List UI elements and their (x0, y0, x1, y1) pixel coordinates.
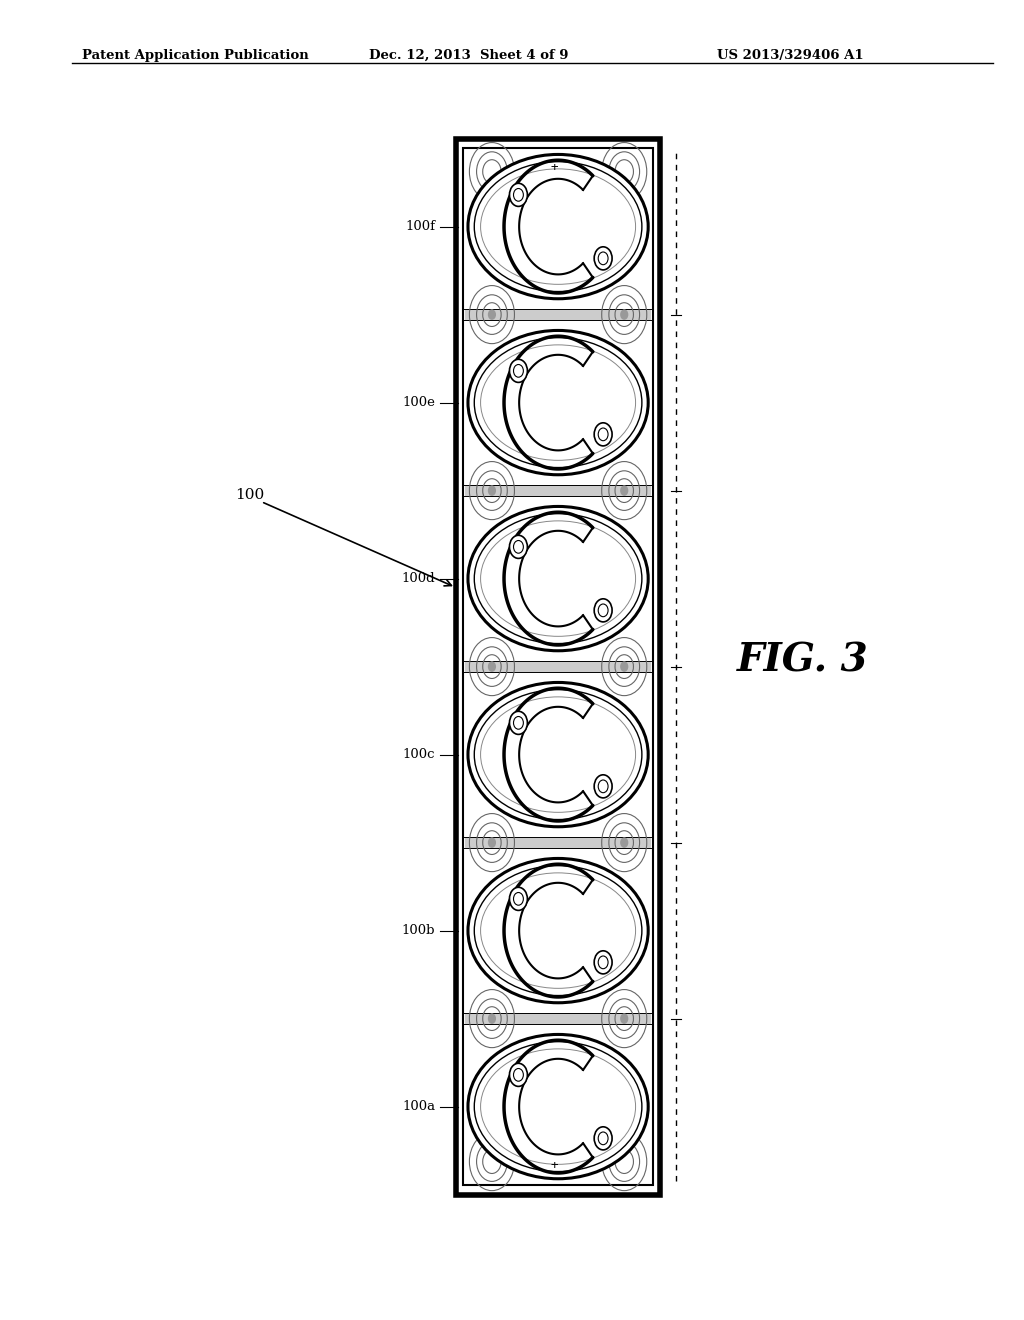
Text: 100a: 100a (402, 1100, 435, 1113)
Ellipse shape (474, 1041, 642, 1172)
Ellipse shape (468, 507, 648, 651)
Bar (465, 837, 651, 847)
Ellipse shape (480, 169, 636, 284)
Circle shape (487, 661, 496, 672)
Bar (456, 139, 660, 1195)
Circle shape (513, 892, 523, 906)
Circle shape (513, 189, 523, 201)
Circle shape (513, 540, 523, 553)
Text: 100f: 100f (406, 220, 435, 234)
Circle shape (513, 717, 523, 729)
Circle shape (510, 887, 527, 911)
Circle shape (487, 837, 496, 847)
Circle shape (510, 1064, 527, 1086)
Text: 100d: 100d (401, 572, 435, 585)
Circle shape (510, 536, 527, 558)
Circle shape (598, 1133, 608, 1144)
Circle shape (621, 837, 629, 847)
Circle shape (621, 486, 629, 496)
Ellipse shape (468, 330, 648, 475)
Circle shape (594, 247, 612, 269)
Bar (465, 1014, 651, 1024)
Circle shape (598, 252, 608, 265)
Circle shape (510, 359, 527, 383)
Ellipse shape (474, 689, 642, 820)
Circle shape (598, 780, 608, 793)
Ellipse shape (468, 154, 648, 298)
Text: 100: 100 (236, 488, 265, 502)
Ellipse shape (468, 682, 648, 826)
Circle shape (487, 309, 496, 319)
Bar (465, 309, 651, 319)
Bar (465, 486, 651, 496)
Circle shape (598, 956, 608, 969)
Ellipse shape (480, 345, 636, 461)
Circle shape (594, 1127, 612, 1150)
Text: Dec. 12, 2013  Sheet 4 of 9: Dec. 12, 2013 Sheet 4 of 9 (369, 49, 568, 62)
Circle shape (594, 950, 612, 974)
Text: US 2013/329406 A1: US 2013/329406 A1 (717, 49, 863, 62)
Ellipse shape (468, 858, 648, 1003)
Circle shape (621, 1014, 629, 1024)
Ellipse shape (468, 1035, 648, 1179)
Bar (465, 661, 651, 672)
Text: +: + (551, 161, 558, 174)
Text: 100c: 100c (402, 748, 435, 762)
Ellipse shape (474, 338, 642, 467)
Circle shape (598, 605, 608, 616)
Circle shape (487, 1014, 496, 1024)
Circle shape (510, 711, 527, 734)
Ellipse shape (474, 866, 642, 995)
Ellipse shape (480, 697, 636, 812)
Circle shape (594, 422, 612, 446)
Circle shape (513, 1068, 523, 1081)
Ellipse shape (480, 873, 636, 989)
Circle shape (510, 183, 527, 206)
Circle shape (598, 428, 608, 441)
Text: FIG. 3: FIG. 3 (737, 642, 869, 678)
Ellipse shape (480, 521, 636, 636)
Text: 100b: 100b (401, 924, 435, 937)
Ellipse shape (474, 513, 642, 644)
Circle shape (513, 364, 523, 378)
Text: 100e: 100e (402, 396, 435, 409)
Circle shape (621, 309, 629, 319)
Circle shape (621, 661, 629, 672)
Ellipse shape (480, 1049, 636, 1164)
Ellipse shape (474, 161, 642, 292)
Circle shape (594, 775, 612, 797)
Circle shape (594, 599, 612, 622)
Circle shape (487, 486, 496, 496)
Text: +: + (551, 1159, 558, 1172)
Bar (463, 148, 653, 1185)
Text: Patent Application Publication: Patent Application Publication (82, 49, 308, 62)
